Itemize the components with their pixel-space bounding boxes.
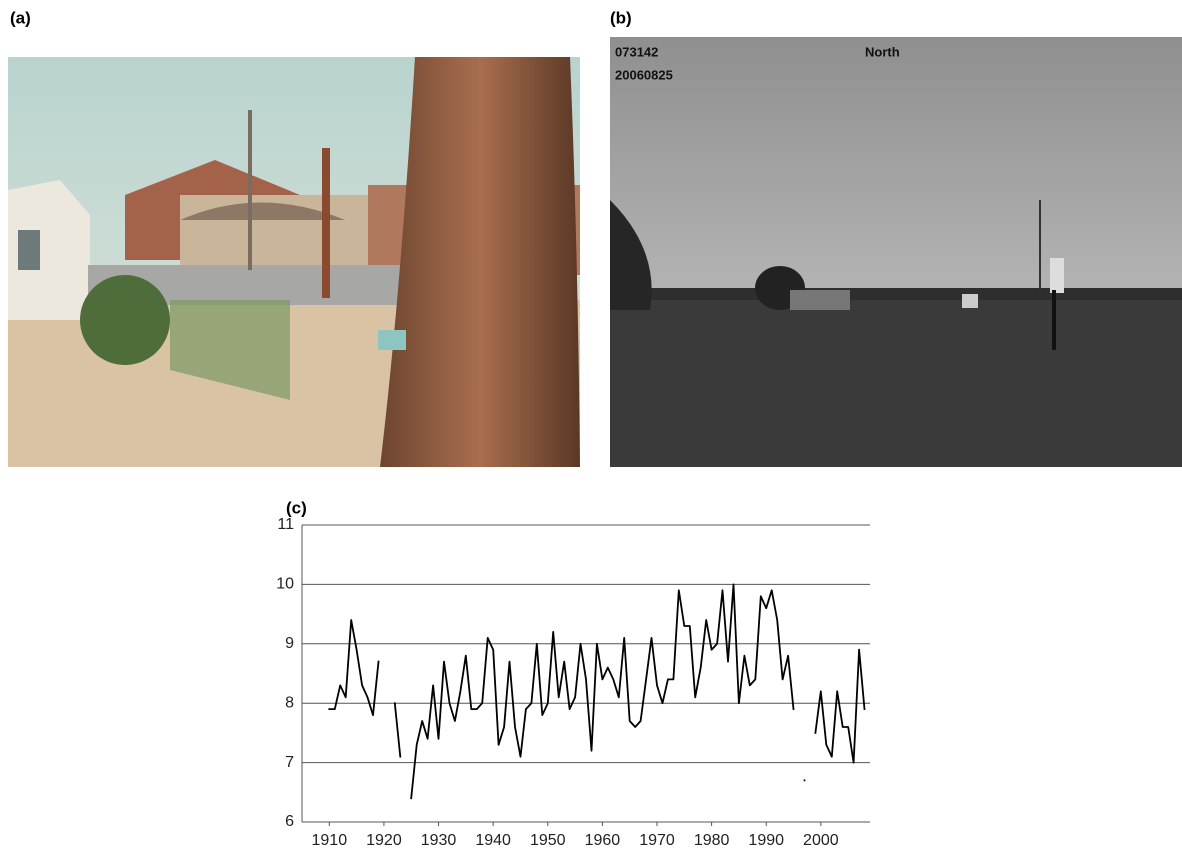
y-tick-label: 11	[277, 516, 294, 533]
photo-date: 20060825	[615, 67, 673, 82]
photo-b	[610, 37, 1182, 467]
x-tick-label: 1910	[312, 832, 348, 849]
y-tick-label: 6	[285, 813, 294, 830]
data-line	[329, 584, 864, 798]
station-id: 073142	[615, 44, 658, 59]
figure: (a) (b) 073142 20060825 North (c) 6 7 8 9 10…	[0, 0, 1182, 855]
x-tick-label: 1930	[421, 832, 457, 849]
panel-label: (b)	[610, 8, 632, 27]
x-tick-label: 1980	[694, 832, 730, 849]
y-tick-label: 9	[285, 635, 294, 652]
direction: North	[865, 44, 900, 59]
photo-a	[8, 57, 580, 467]
x-tick-label: 1950	[530, 832, 566, 849]
x-tick-label: 1990	[748, 832, 784, 849]
y-tick-label: 7	[285, 754, 294, 771]
x-tick-label: 1960	[585, 832, 621, 849]
x-tick-label: 1920	[366, 832, 402, 849]
x-tick-label: 1940	[475, 832, 511, 849]
x-tick-label: 2000	[803, 832, 839, 849]
y-tick-label: 8	[285, 694, 294, 711]
panel-label: (a)	[10, 8, 31, 27]
chart-title: (c)	[286, 498, 307, 517]
y-tick-label: 10	[276, 576, 294, 593]
x-tick-label: 1970	[639, 832, 675, 849]
